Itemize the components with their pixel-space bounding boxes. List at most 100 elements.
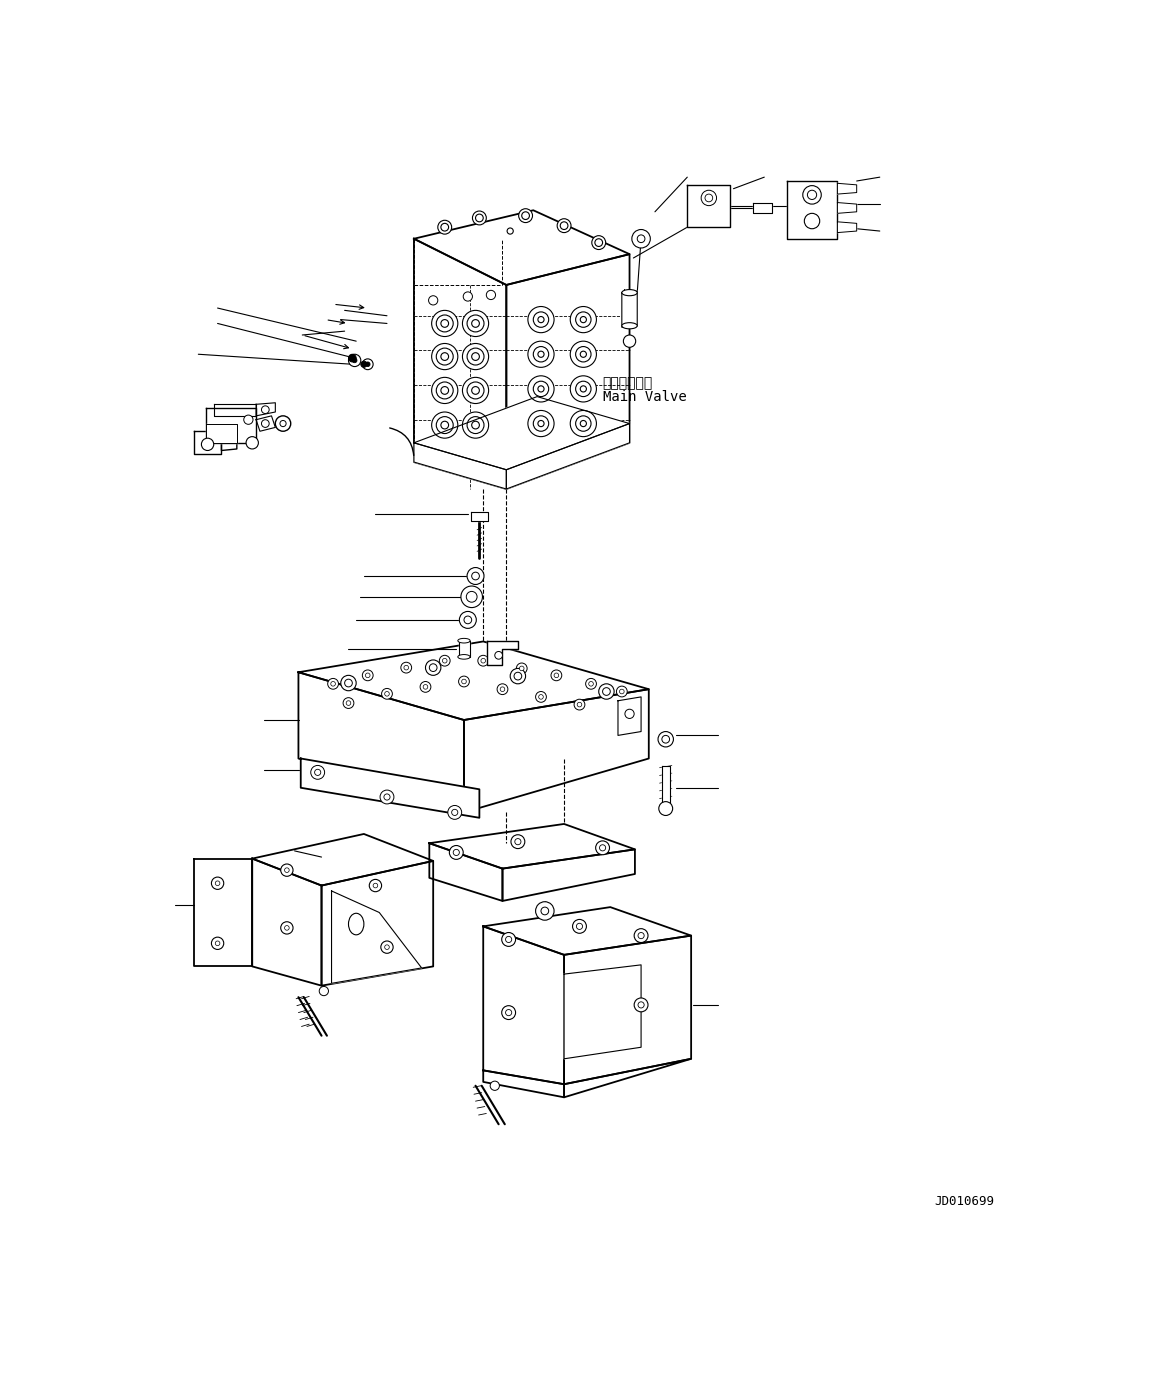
Ellipse shape xyxy=(622,290,637,295)
Circle shape xyxy=(463,344,488,370)
Polygon shape xyxy=(564,1058,691,1097)
Circle shape xyxy=(472,421,479,429)
Circle shape xyxy=(592,236,606,250)
Circle shape xyxy=(461,586,483,607)
Ellipse shape xyxy=(349,914,364,934)
Circle shape xyxy=(437,221,451,235)
Circle shape xyxy=(341,675,356,691)
Circle shape xyxy=(481,658,485,662)
Circle shape xyxy=(449,846,463,860)
Polygon shape xyxy=(214,404,256,415)
Circle shape xyxy=(490,1081,499,1090)
Circle shape xyxy=(599,684,614,700)
Circle shape xyxy=(572,919,586,933)
Circle shape xyxy=(420,682,430,693)
Polygon shape xyxy=(256,403,276,415)
Circle shape xyxy=(262,406,269,414)
Polygon shape xyxy=(484,926,564,1085)
Circle shape xyxy=(311,766,324,780)
Circle shape xyxy=(476,214,484,222)
Circle shape xyxy=(352,357,357,363)
Circle shape xyxy=(343,698,354,708)
Polygon shape xyxy=(564,936,691,1085)
Polygon shape xyxy=(206,408,256,443)
Circle shape xyxy=(620,689,625,694)
Circle shape xyxy=(448,806,462,820)
Circle shape xyxy=(431,377,458,403)
Polygon shape xyxy=(429,824,635,868)
Circle shape xyxy=(602,687,611,696)
Circle shape xyxy=(494,651,502,660)
Circle shape xyxy=(468,417,484,433)
Polygon shape xyxy=(458,640,470,657)
Circle shape xyxy=(463,413,488,439)
Circle shape xyxy=(528,375,554,402)
Circle shape xyxy=(538,316,544,323)
Circle shape xyxy=(381,689,392,700)
Circle shape xyxy=(463,310,488,337)
Polygon shape xyxy=(564,965,641,1058)
Circle shape xyxy=(551,669,562,680)
Circle shape xyxy=(586,679,597,689)
Circle shape xyxy=(534,381,549,396)
Circle shape xyxy=(807,190,816,200)
Circle shape xyxy=(576,381,591,396)
Circle shape xyxy=(576,346,591,362)
Circle shape xyxy=(511,835,525,849)
Circle shape xyxy=(538,694,543,700)
Text: メインバルブ: メインバルブ xyxy=(602,375,652,389)
Circle shape xyxy=(380,941,393,954)
Circle shape xyxy=(463,377,488,403)
Circle shape xyxy=(561,222,568,229)
Circle shape xyxy=(511,668,526,684)
Circle shape xyxy=(385,691,390,696)
Circle shape xyxy=(384,793,390,800)
Circle shape xyxy=(802,186,821,204)
Circle shape xyxy=(516,662,527,673)
Circle shape xyxy=(385,945,390,949)
Circle shape xyxy=(538,421,544,426)
Circle shape xyxy=(705,195,713,201)
Circle shape xyxy=(534,312,549,327)
Circle shape xyxy=(577,923,583,930)
Circle shape xyxy=(662,736,670,742)
Circle shape xyxy=(280,864,293,876)
Circle shape xyxy=(472,386,479,395)
Polygon shape xyxy=(662,766,670,809)
Polygon shape xyxy=(506,424,629,489)
Circle shape xyxy=(431,310,458,337)
Polygon shape xyxy=(194,431,221,454)
Circle shape xyxy=(441,224,449,230)
Ellipse shape xyxy=(622,323,637,328)
Circle shape xyxy=(595,840,609,854)
Circle shape xyxy=(805,214,820,229)
Circle shape xyxy=(459,611,477,628)
Circle shape xyxy=(363,669,373,680)
Circle shape xyxy=(634,998,648,1012)
Circle shape xyxy=(576,415,591,431)
Polygon shape xyxy=(787,181,837,239)
Circle shape xyxy=(315,769,321,776)
Circle shape xyxy=(347,701,351,705)
Polygon shape xyxy=(471,512,487,522)
Polygon shape xyxy=(837,222,857,233)
Polygon shape xyxy=(484,907,691,955)
Circle shape xyxy=(625,709,634,719)
Circle shape xyxy=(442,658,447,662)
Circle shape xyxy=(363,359,373,370)
Circle shape xyxy=(431,344,458,370)
Circle shape xyxy=(365,362,370,367)
Circle shape xyxy=(497,684,508,694)
Circle shape xyxy=(285,868,290,872)
Circle shape xyxy=(319,987,328,995)
Polygon shape xyxy=(687,185,729,228)
Circle shape xyxy=(463,293,472,301)
Circle shape xyxy=(247,436,258,448)
Circle shape xyxy=(658,802,672,816)
Circle shape xyxy=(486,290,495,299)
Circle shape xyxy=(468,382,484,399)
Ellipse shape xyxy=(458,639,470,643)
Circle shape xyxy=(458,676,470,687)
Circle shape xyxy=(576,312,591,327)
Circle shape xyxy=(441,353,449,360)
